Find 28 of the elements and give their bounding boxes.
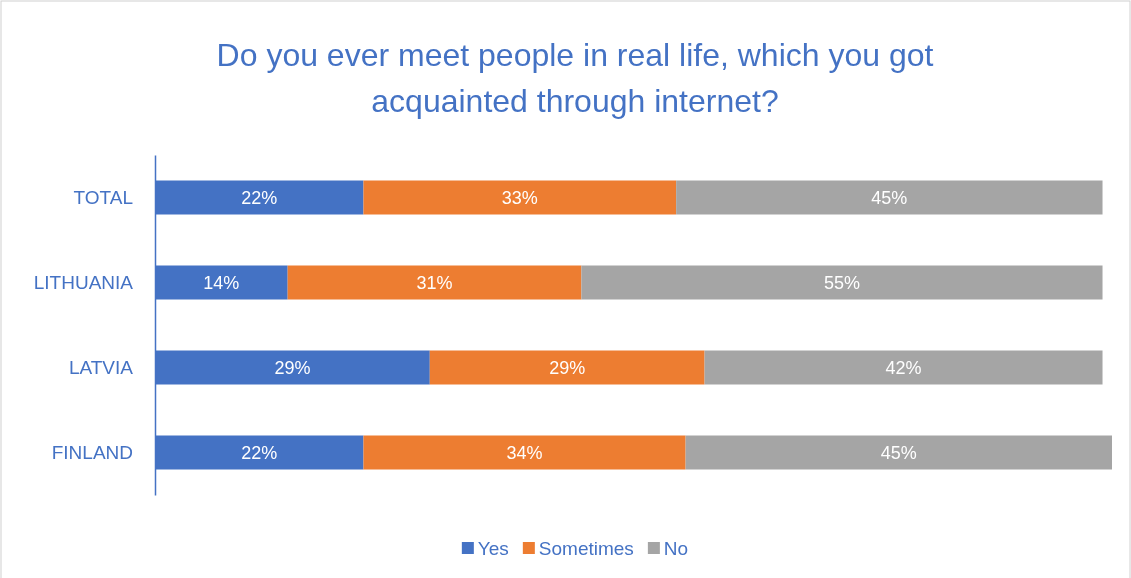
y-tick-label: LATVIA	[68, 356, 134, 378]
data-label: 55%	[823, 272, 860, 293]
data-label: 42%	[885, 357, 922, 378]
bar	[287, 265, 582, 300]
data-label: 31%	[416, 272, 453, 293]
y-tick-label: FINLAND	[51, 441, 133, 463]
legend-label: Yes	[477, 537, 509, 559]
y-tick-label: TOTAL	[73, 186, 133, 208]
data-label: 45%	[880, 442, 917, 463]
data-label: 14%	[203, 272, 240, 293]
bar	[676, 180, 1103, 215]
bar	[581, 265, 1103, 300]
bar	[429, 350, 705, 385]
legend-label: Sometimes	[538, 537, 634, 559]
legend-label: No	[663, 537, 689, 559]
data-label: 33%	[501, 187, 538, 208]
data-label: 29%	[274, 357, 311, 378]
bar	[363, 180, 677, 215]
bar	[704, 350, 1103, 385]
data-label: 29%	[549, 357, 586, 378]
data-label: 22%	[241, 187, 278, 208]
y-tick-label: LITHUANIA	[33, 271, 134, 293]
data-label: 45%	[871, 187, 908, 208]
data-label: 22%	[241, 442, 278, 463]
bar	[685, 435, 1112, 470]
chart-title: Do you ever meet people in real life, which you got acquainted through internet?	[216, 37, 934, 119]
data-label: 34%	[506, 442, 543, 463]
bar	[363, 435, 686, 470]
